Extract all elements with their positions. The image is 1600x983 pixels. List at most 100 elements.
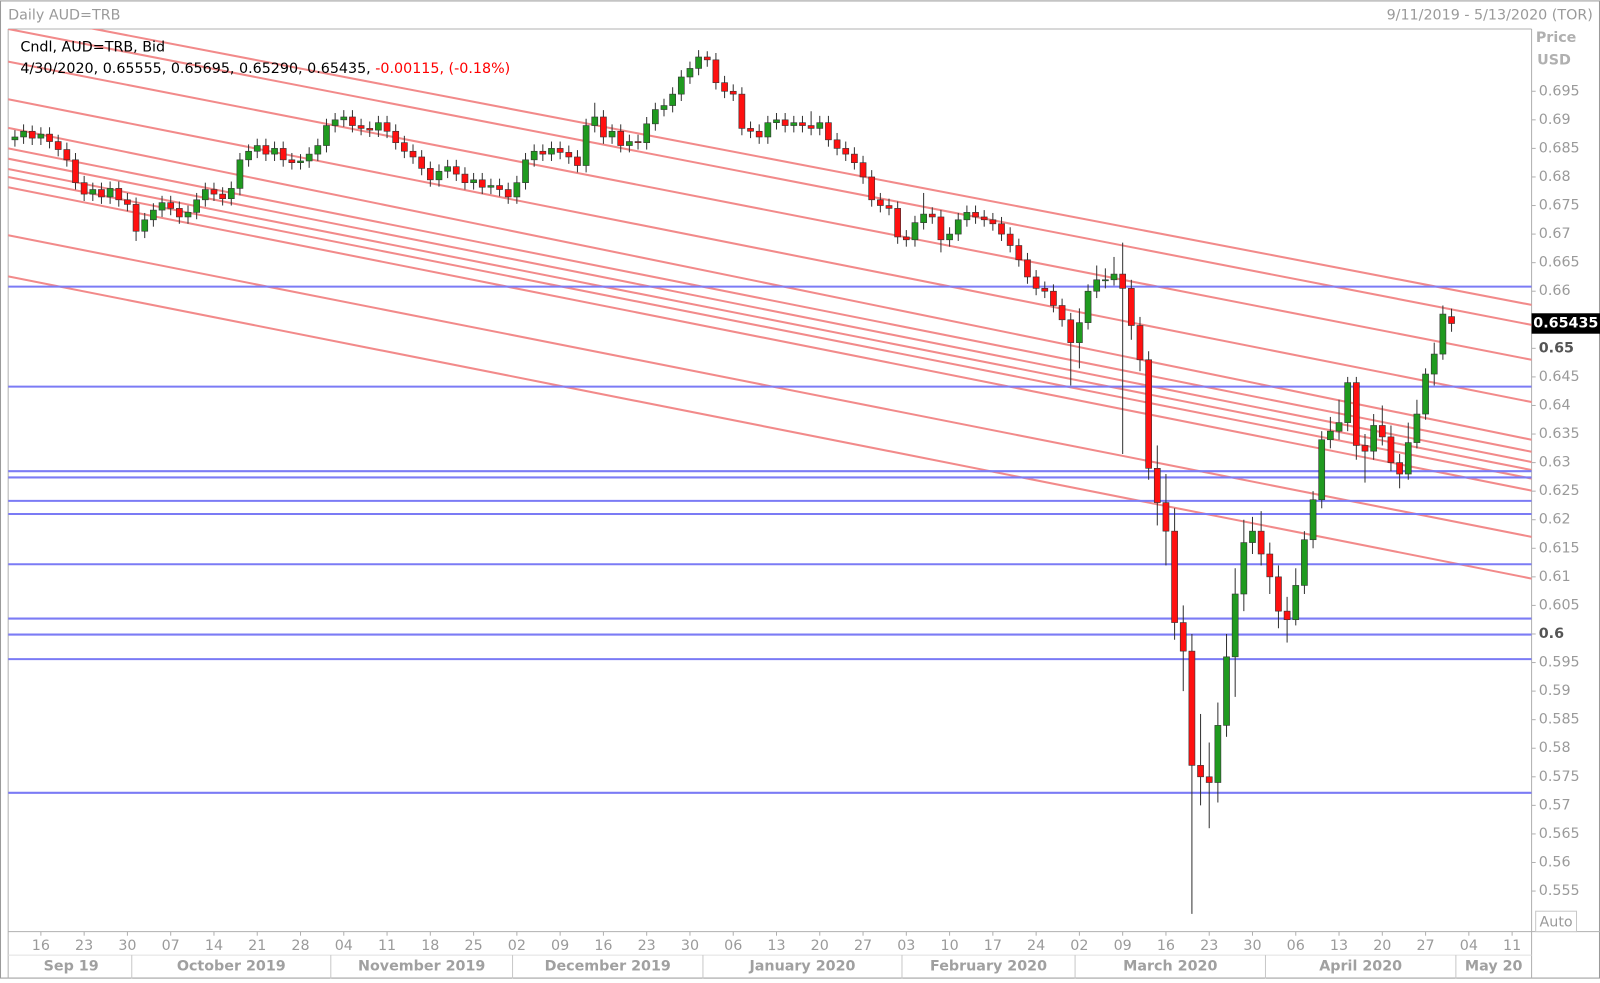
candle-body	[1231, 593, 1239, 658]
candle-body	[1396, 462, 1403, 475]
candle-body	[357, 125, 365, 129]
y-tick-label: 0.675	[1539, 198, 1580, 214]
candle-body	[383, 122, 391, 132]
candle-body	[1153, 468, 1161, 503]
candle-body	[548, 148, 555, 155]
candle-body	[946, 233, 953, 241]
candle-body	[851, 153, 858, 163]
candle-body	[1119, 273, 1127, 289]
y-tick-label: 0.695	[1539, 83, 1580, 99]
candle-body	[989, 219, 997, 225]
candle-body	[608, 130, 616, 138]
x-tick-label: 27	[854, 938, 872, 954]
candle-body	[150, 209, 157, 221]
candle-body	[297, 160, 304, 163]
candle-body	[1353, 382, 1360, 446]
candle-body	[201, 189, 209, 201]
candle-body	[1387, 436, 1395, 463]
x-tick-label: 18	[421, 938, 439, 954]
trend-line	[8, 98, 1532, 404]
candle-body	[1041, 288, 1049, 292]
candle-body	[1257, 530, 1265, 555]
candle-body	[1171, 530, 1178, 623]
candle-body	[911, 222, 919, 241]
trend-line	[8, 60, 1532, 361]
candle-body	[1015, 245, 1023, 261]
candle-body	[46, 133, 53, 142]
candle-body	[868, 176, 876, 201]
candle-body	[539, 150, 547, 155]
y-tick-label: 0.585	[1539, 712, 1580, 728]
candle-body	[1275, 576, 1282, 612]
candle-body	[1084, 290, 1092, 323]
candle-body	[98, 189, 105, 198]
candle-body	[1145, 359, 1152, 469]
y-tick-label: 0.56	[1539, 854, 1571, 870]
auto-button[interactable]	[1535, 910, 1578, 933]
title: Daily AUD=TRB	[8, 8, 120, 24]
x-tick-label: 23	[1200, 938, 1218, 954]
x-tick-label: 23	[75, 938, 93, 954]
candle-body	[418, 156, 426, 169]
trend-line	[8, 167, 1532, 472]
candle-body	[210, 189, 218, 195]
candle-body	[790, 122, 798, 126]
candle-body	[184, 212, 192, 218]
candle-body	[1327, 430, 1334, 441]
y-tick-label: 0.58	[1539, 740, 1571, 756]
candle-body	[1067, 319, 1075, 343]
auto-button-label[interactable]: Auto	[1540, 914, 1573, 930]
x-tick-label: 03	[897, 938, 915, 954]
x-tick-label: 25	[465, 938, 483, 954]
x-tick-label: 02	[508, 938, 526, 954]
candle-body	[331, 119, 339, 126]
candle-body	[158, 202, 166, 211]
candle-body	[712, 59, 720, 84]
unit-label: USD	[1537, 53, 1571, 69]
month-label: Sep 19	[44, 958, 99, 974]
candle-body	[1006, 233, 1014, 246]
candle-body	[1249, 530, 1256, 543]
candle-body	[323, 125, 330, 146]
candle-body	[54, 141, 62, 150]
y-tick-label: 0.69	[1539, 112, 1571, 128]
candle-body	[738, 93, 746, 129]
trend-line	[8, 126, 1532, 441]
y-tick-label: 0.63	[1539, 455, 1571, 471]
x-tick-label: 20	[811, 938, 829, 954]
month-label: January 2020	[748, 958, 855, 974]
candle-body	[764, 122, 772, 138]
candle-body	[747, 128, 754, 132]
candle-body	[236, 159, 244, 189]
month-label: November 2019	[358, 958, 485, 974]
y-tick-label: 0.645	[1539, 369, 1580, 385]
candle-body	[617, 130, 625, 146]
candle-body	[998, 223, 1005, 235]
candle-body	[565, 152, 573, 158]
candle-body	[600, 116, 607, 138]
candle-body	[902, 236, 910, 241]
y-tick-label: 0.61	[1539, 569, 1571, 585]
candle-body	[1058, 305, 1066, 321]
x-tick-label: 16	[32, 938, 50, 954]
candle-body	[1309, 499, 1317, 541]
y-tick-label: 0.59	[1539, 683, 1571, 699]
candle-body	[1024, 259, 1031, 278]
candle-body	[677, 76, 685, 95]
candle-body	[487, 185, 495, 188]
candle-body	[980, 216, 988, 221]
month-label: October 2019	[177, 958, 286, 974]
trend-line	[8, 175, 1532, 480]
candle-body	[1110, 273, 1118, 281]
legend-ohlc: 4/30/2020, 0.65555, 0.65695, 0.65290, 0.…	[20, 61, 375, 77]
candle-body	[1448, 316, 1455, 324]
candle-body	[1404, 442, 1412, 475]
candle-body	[271, 148, 278, 155]
month-label: March 2020	[1123, 958, 1217, 974]
candle-body	[1413, 413, 1421, 443]
x-tick-label: 16	[1157, 938, 1175, 954]
candle-body	[496, 185, 503, 190]
month-label: April 2020	[1319, 958, 1402, 974]
y-tick-label: 0.555	[1539, 883, 1580, 899]
x-tick-label: 21	[248, 938, 266, 954]
